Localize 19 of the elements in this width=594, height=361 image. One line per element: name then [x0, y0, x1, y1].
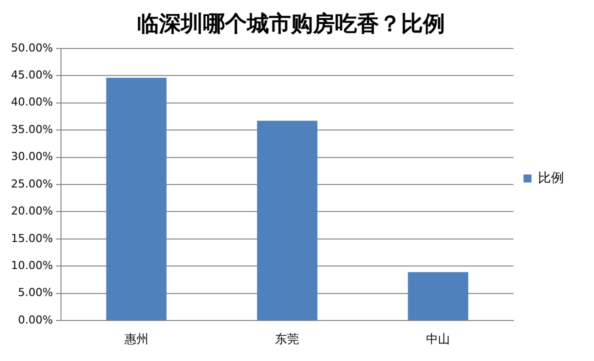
x-tick-label: 中山: [426, 332, 450, 346]
y-tick-label: 30.00%: [10, 150, 53, 164]
chart-title: 临深圳哪个城市购房吃香？比例: [137, 10, 445, 37]
y-tick-label: 40.00%: [10, 96, 53, 109]
y-tick-label: 50.00%: [10, 41, 53, 54]
bar: [106, 78, 167, 320]
y-tick-label: 0.00%: [18, 313, 53, 326]
y-tick-label: 10.00%: [10, 259, 53, 272]
x-tick-label: 东莞: [275, 332, 300, 346]
legend-label: 比例: [538, 170, 564, 186]
y-tick-label: 35.00%: [10, 122, 53, 136]
y-tick-label: 5.00%: [18, 286, 53, 300]
y-tick-label: 25.00%: [10, 177, 53, 190]
y-tick-label: 15.00%: [10, 232, 53, 245]
bar: [408, 272, 468, 320]
x-tick-label: 惠州: [123, 332, 148, 346]
y-tick-label: 45.00%: [10, 68, 53, 82]
y-tick-label: 20.00%: [10, 204, 53, 218]
bar: [257, 120, 318, 320]
